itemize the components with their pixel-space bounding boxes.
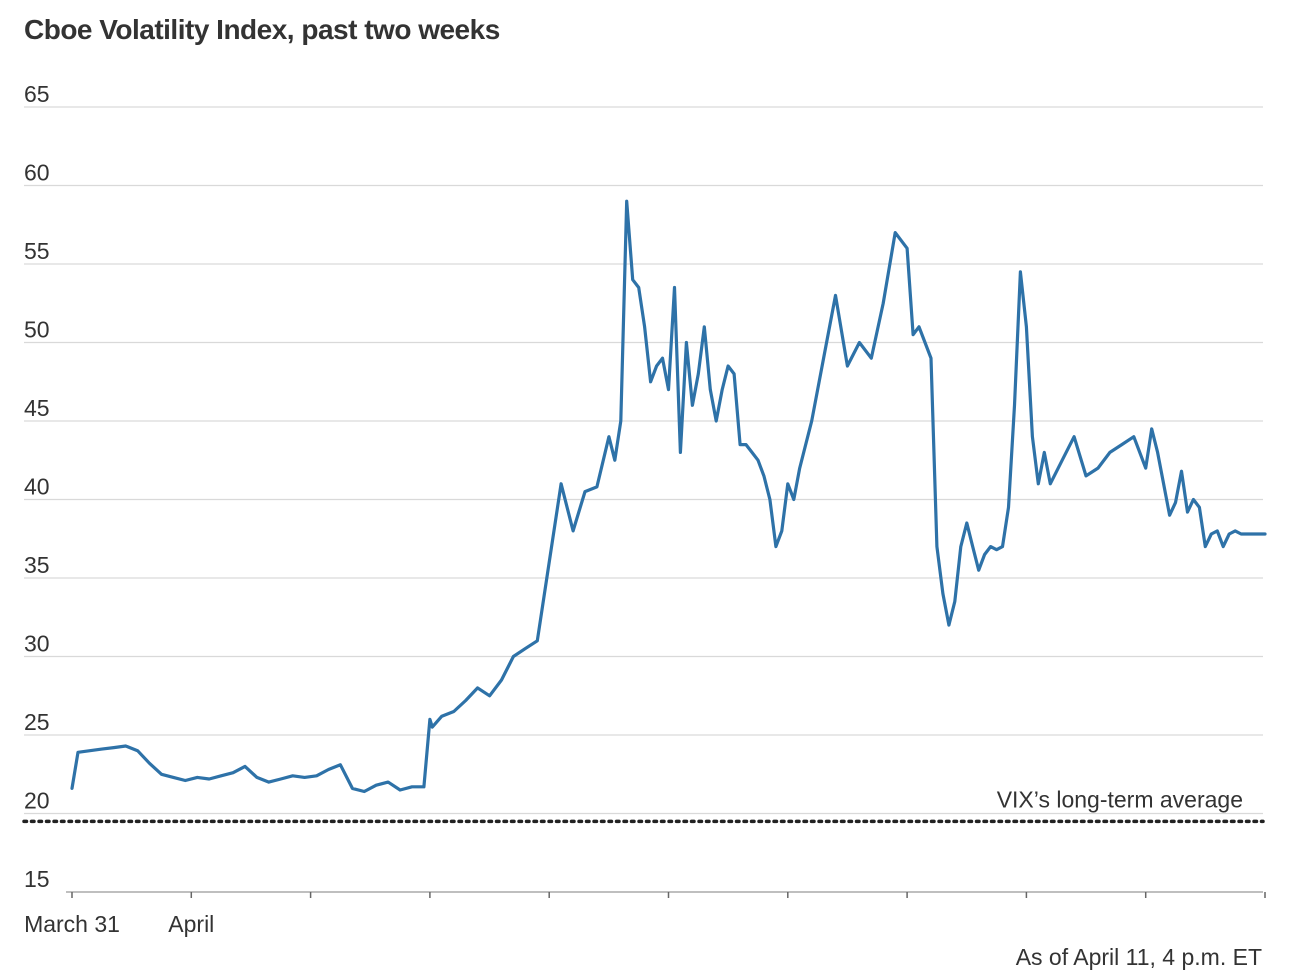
y-tick-label-60: 60 (24, 160, 50, 186)
as-of-note: As of April 11, 4 p.m. ET (1015, 944, 1262, 970)
y-tick-label-50: 50 (24, 317, 50, 343)
y-tick-label-40: 40 (24, 474, 50, 500)
x-tick-label-0: March 31 (24, 911, 120, 937)
y-tick-label-35: 35 (24, 552, 50, 578)
y-tick-label-15: 15 (24, 866, 50, 892)
y-tick-label-55: 55 (24, 238, 50, 264)
y-tick-label-45: 45 (24, 395, 50, 421)
y-tick-label-20: 20 (24, 788, 50, 814)
x-tick-label-1: April (168, 911, 214, 937)
long-term-average-label: VIX’s long-term average (997, 786, 1243, 812)
y-tick-label-30: 30 (24, 631, 50, 657)
chart-title: Cboe Volatility Index, past two weeks (24, 14, 500, 45)
vix-series-line-0 (70, 199, 1267, 794)
y-tick-label-25: 25 (24, 709, 50, 735)
y-tick-label-65: 65 (24, 81, 50, 107)
